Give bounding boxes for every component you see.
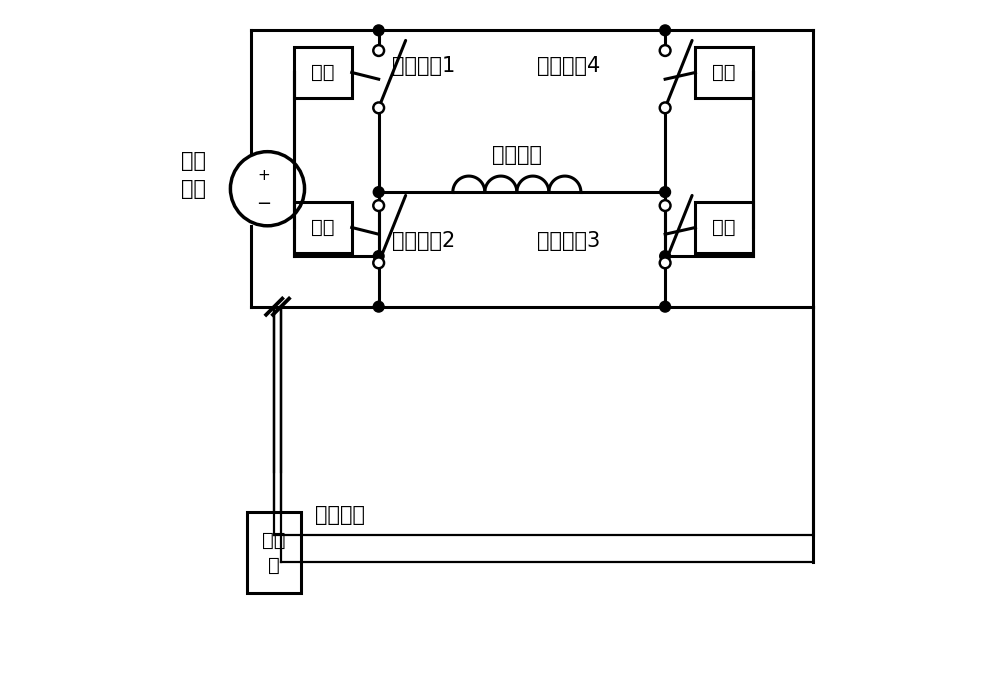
Circle shape — [660, 45, 671, 56]
Circle shape — [373, 301, 384, 312]
Text: 控制
器: 控制 器 — [262, 530, 286, 575]
Text: 开关单元1: 开关单元1 — [392, 56, 455, 75]
Circle shape — [660, 102, 671, 113]
Bar — [695, 202, 753, 253]
Text: 驱动: 驱动 — [311, 218, 335, 237]
Bar — [247, 512, 301, 593]
Bar — [294, 202, 352, 253]
Circle shape — [660, 200, 671, 211]
Text: −: − — [257, 195, 272, 212]
Circle shape — [373, 102, 384, 113]
Circle shape — [660, 301, 671, 312]
Bar — [294, 47, 352, 98]
Circle shape — [660, 251, 671, 262]
Circle shape — [660, 187, 671, 197]
Text: 驱动: 驱动 — [712, 218, 736, 237]
Text: 驱动: 驱动 — [311, 63, 335, 82]
Text: 直流
电源: 直流 电源 — [181, 151, 206, 200]
Text: 开关单元2: 开关单元2 — [392, 231, 455, 251]
Text: 驱动: 驱动 — [712, 63, 736, 82]
Circle shape — [660, 257, 671, 268]
Circle shape — [373, 251, 384, 262]
Text: 开关单元3: 开关单元3 — [537, 231, 600, 251]
Circle shape — [373, 187, 384, 197]
Bar — [695, 47, 753, 98]
Text: 发射线圈: 发射线圈 — [492, 145, 542, 165]
Text: 开关单元4: 开关单元4 — [537, 56, 600, 75]
Circle shape — [660, 25, 671, 36]
Text: 控制总线: 控制总线 — [315, 505, 365, 525]
Circle shape — [373, 200, 384, 211]
Circle shape — [373, 257, 384, 268]
Circle shape — [373, 25, 384, 36]
Text: +: + — [258, 168, 270, 183]
Circle shape — [373, 45, 384, 56]
